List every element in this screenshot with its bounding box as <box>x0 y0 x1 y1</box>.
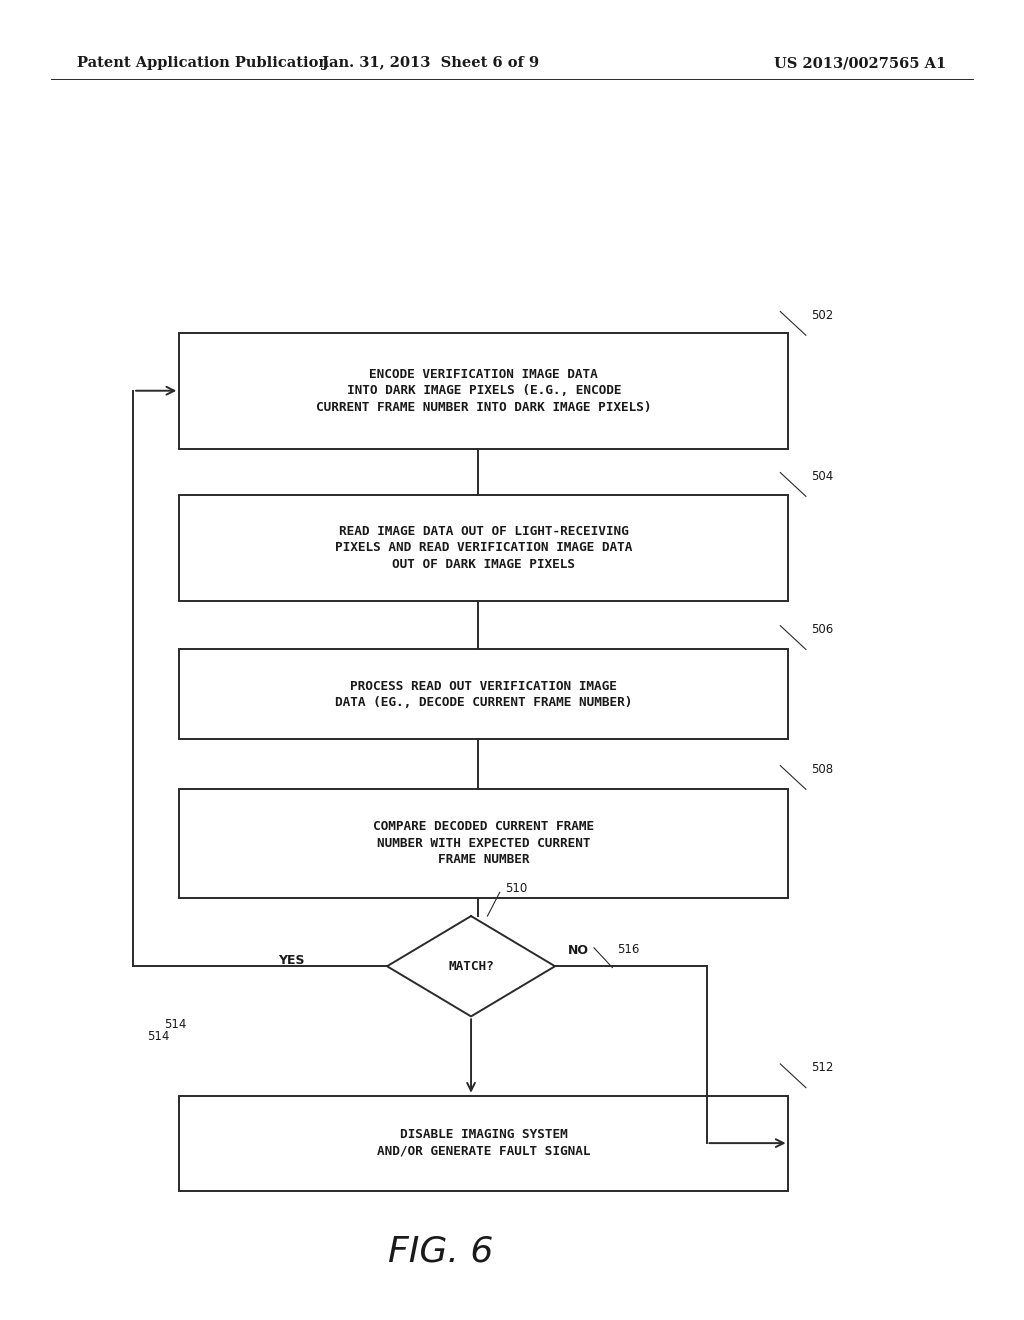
Bar <box>179 649 788 739</box>
Bar <box>179 789 788 898</box>
Text: 508: 508 <box>811 763 834 776</box>
Text: 504: 504 <box>811 470 834 483</box>
Text: NO: NO <box>568 944 589 957</box>
Bar <box>179 333 788 449</box>
Text: Jan. 31, 2013  Sheet 6 of 9: Jan. 31, 2013 Sheet 6 of 9 <box>322 57 539 70</box>
Text: READ IMAGE DATA OUT OF LIGHT-RECEIVING
PIXELS AND READ VERIFICATION IMAGE DATA
O: READ IMAGE DATA OUT OF LIGHT-RECEIVING P… <box>335 525 633 570</box>
Text: 512: 512 <box>811 1061 834 1074</box>
Text: 514: 514 <box>164 1018 186 1031</box>
Text: ENCODE VERIFICATION IMAGE DATA
INTO DARK IMAGE PIXELS (E.G., ENCODE
CURRENT FRAM: ENCODE VERIFICATION IMAGE DATA INTO DARK… <box>316 368 651 413</box>
Text: DISABLE IMAGING SYSTEM
AND/OR GENERATE FAULT SIGNAL: DISABLE IMAGING SYSTEM AND/OR GENERATE F… <box>377 1129 591 1158</box>
Text: COMPARE DECODED CURRENT FRAME
NUMBER WITH EXPECTED CURRENT
FRAME NUMBER: COMPARE DECODED CURRENT FRAME NUMBER WIT… <box>374 821 594 866</box>
Text: MATCH?: MATCH? <box>449 960 494 973</box>
Text: Patent Application Publication: Patent Application Publication <box>77 57 329 70</box>
Text: US 2013/0027565 A1: US 2013/0027565 A1 <box>774 57 946 70</box>
Bar <box>179 1096 788 1191</box>
Text: 506: 506 <box>811 623 834 636</box>
Text: 516: 516 <box>617 942 640 956</box>
Text: FIG. 6: FIG. 6 <box>388 1234 493 1269</box>
Bar <box>179 495 788 601</box>
Text: YES: YES <box>279 954 305 968</box>
Text: 510: 510 <box>505 882 527 895</box>
Text: 502: 502 <box>811 309 834 322</box>
Text: PROCESS READ OUT VERIFICATION IMAGE
DATA (EG., DECODE CURRENT FRAME NUMBER): PROCESS READ OUT VERIFICATION IMAGE DATA… <box>335 680 633 709</box>
Text: 514: 514 <box>147 1030 170 1043</box>
